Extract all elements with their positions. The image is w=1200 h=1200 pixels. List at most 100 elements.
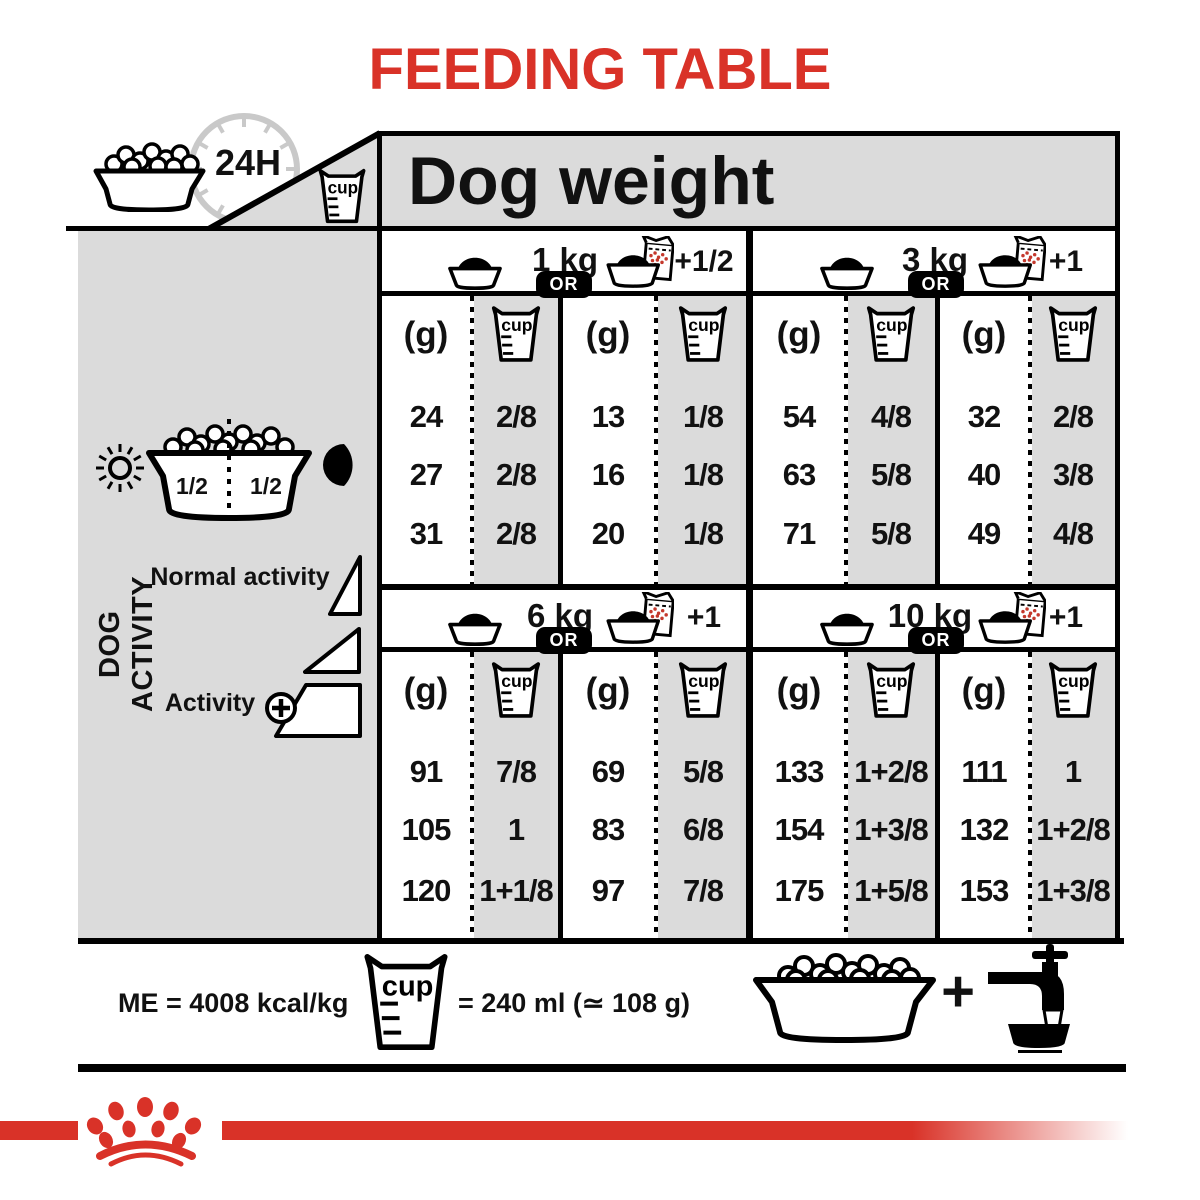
grams-unit-label: (g) — [403, 315, 449, 354]
table-cell: 7/8 — [495, 754, 537, 789]
duration-label: 24H — [214, 142, 282, 183]
table-cell: 7/8 — [682, 873, 724, 908]
page-title: FEEDING TABLE — [368, 37, 832, 102]
cup-label: cup — [1058, 315, 1090, 335]
activity-level-3-icon — [274, 683, 362, 738]
table-cell: 1 — [1064, 754, 1082, 789]
or-badge: OR — [536, 271, 592, 298]
table-cell: 2/8 — [495, 457, 537, 492]
table-cell: 154 — [774, 812, 825, 847]
measuring-cup-icon: cup — [1048, 306, 1098, 362]
plus-circle-icon — [265, 692, 297, 724]
table-cell: 63 — [782, 457, 816, 492]
moon-icon — [323, 444, 353, 486]
table-cell: 71 — [782, 516, 816, 551]
table-cell: 1+2/8 — [1036, 812, 1110, 847]
plus-sign: + — [941, 959, 975, 1024]
table-cell: 1+3/8 — [854, 812, 928, 847]
royal-canin-crown-logo — [86, 1097, 202, 1167]
measuring-cup-icon: cup — [491, 662, 541, 718]
table-cell: 133 — [774, 754, 825, 789]
table-cell: 1/8 — [682, 516, 724, 551]
table-cell: 32 — [967, 399, 1001, 434]
table-cell: 24 — [409, 399, 443, 434]
pouch-add-label: +1 — [1048, 245, 1084, 278]
table-cell: 1+5/8 — [854, 873, 928, 908]
table-cell: 69 — [591, 754, 625, 789]
table-cell: 27 — [409, 457, 443, 492]
metabolizable-energy-label: ME = 4008 kcal/kg — [118, 988, 349, 1018]
table-cell: 1 — [507, 812, 525, 847]
half-portion-left: 1/2 — [176, 473, 208, 499]
table-cell: 5/8 — [870, 457, 912, 492]
table-cell: 2/8 — [495, 516, 537, 551]
brand-band-right — [222, 1121, 1128, 1140]
table-cell: 6/8 — [682, 812, 724, 847]
grams-unit-label: (g) — [776, 671, 822, 710]
grams-unit-label: (g) — [776, 315, 822, 354]
table-cell: 4/8 — [870, 399, 912, 434]
table-cell: 1+2/8 — [854, 754, 928, 789]
kibble-bowl-solid-icon — [753, 953, 936, 1043]
activity-level-2-icon — [303, 627, 361, 674]
sun-icon — [96, 444, 144, 492]
table-cell: 20 — [591, 516, 625, 551]
table-cell: 13 — [591, 399, 625, 434]
cup-label: cup — [876, 671, 908, 691]
table-cell: 105 — [401, 812, 452, 847]
grams-unit-label: (g) — [961, 315, 1007, 354]
table-cell: 1+3/8 — [1036, 873, 1110, 908]
table-cell: 83 — [591, 812, 625, 847]
bowl-and-pouch-icon — [606, 592, 674, 644]
or-badge: OR — [908, 271, 964, 298]
bowl-icon — [448, 613, 502, 646]
cup-label: cup — [328, 177, 359, 197]
cup-label: cup — [382, 971, 434, 1003]
normal-activity-label: Normal activity — [150, 563, 330, 591]
sidebar-title: DOG ACTIVITY — [94, 575, 159, 713]
grams-unit-label: (g) — [585, 315, 631, 354]
measuring-cup-icon: cup — [1048, 662, 1098, 718]
high-activity-label: Activity — [164, 689, 256, 717]
table-cell: 1/8 — [682, 457, 724, 492]
table-cell: 132 — [959, 812, 1010, 847]
half-half-bowl-icon — [146, 419, 312, 521]
or-badge: OR — [536, 627, 592, 654]
table-cell: 97 — [591, 873, 625, 908]
cup-equivalence-label: = 240 ml (≃ 108 g) — [458, 988, 690, 1018]
or-badge: OR — [908, 627, 964, 654]
table-cell: 16 — [591, 457, 625, 492]
bowl-icon — [820, 257, 874, 290]
bowl-and-pouch-icon — [978, 236, 1046, 288]
cup-label: cup — [876, 315, 908, 335]
bowl-and-pouch-icon — [606, 236, 674, 288]
half-portion-right: 1/2 — [250, 473, 282, 499]
measuring-cup-icon: cup — [491, 306, 541, 362]
brand-band-left — [0, 1121, 78, 1140]
table-cell: 5/8 — [870, 516, 912, 551]
cup-label: cup — [688, 315, 720, 335]
table-cell: 49 — [967, 516, 1001, 551]
bowl-icon — [448, 257, 502, 290]
water-tap-icon — [988, 944, 1070, 1053]
table-cell: 4/8 — [1052, 516, 1094, 551]
dog-weight-title: Dog weight — [408, 143, 775, 219]
table-cell: 175 — [774, 873, 825, 908]
table-cell: 1+1/8 — [479, 873, 553, 908]
pouch-add-label: +1/2 — [674, 245, 734, 278]
table-cell: 1/8 — [682, 399, 724, 434]
measuring-cup-icon: cup — [678, 306, 728, 362]
table-cell: 91 — [409, 754, 443, 789]
table-cell: 40 — [967, 457, 1001, 492]
bowl-and-pouch-icon — [978, 592, 1046, 644]
cup-label: cup — [501, 315, 533, 335]
activity-level-1-icon — [328, 555, 362, 616]
measuring-cup-icon-large: cup — [364, 954, 448, 1050]
measuring-cup-icon: cup — [318, 168, 366, 224]
dog-weight-header — [377, 131, 1120, 231]
table-cell: 153 — [959, 873, 1010, 908]
grams-unit-label: (g) — [403, 671, 449, 710]
cup-label: cup — [1058, 671, 1090, 691]
table-cell: 31 — [409, 516, 443, 551]
